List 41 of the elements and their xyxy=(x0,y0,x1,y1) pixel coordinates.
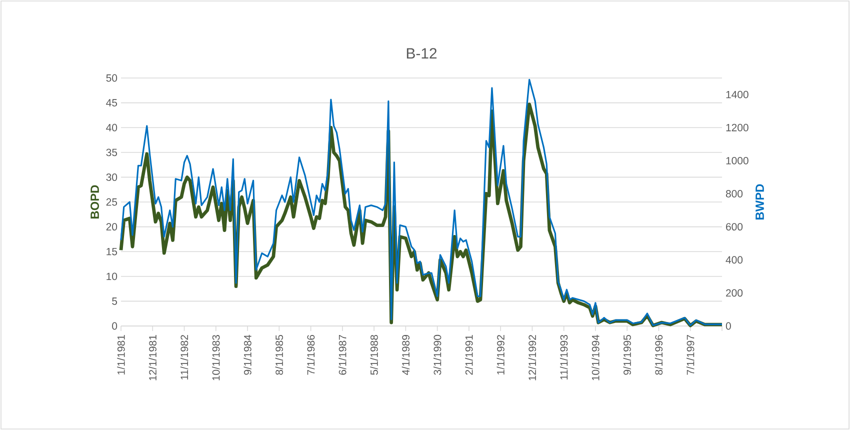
x-tick-label: 12/1/1992 xyxy=(528,335,536,380)
y-tick-label: 20 xyxy=(106,223,118,231)
y2-axis-title: BWPD xyxy=(756,184,764,220)
y-tick-label: 5 xyxy=(112,298,118,305)
x-tick-label: 11/1/1982 xyxy=(180,335,188,380)
x-tick-label: 1/1/1992 xyxy=(496,335,504,374)
y2-tick-label: 800 xyxy=(726,190,743,198)
x-tick-label: 3/1/1990 xyxy=(433,334,442,375)
x-tick-label: 1/1/1981 xyxy=(117,335,125,374)
x-tick-label: 9/1/1995 xyxy=(623,334,631,375)
y2-tick-label: 400 xyxy=(726,256,743,264)
x-tick-label: 5/1/1988 xyxy=(370,334,378,375)
x-tick-label: 10/1/1983 xyxy=(212,334,220,380)
x-tick-label: 8/1/1996 xyxy=(654,334,663,375)
y-tick-label: 35 xyxy=(106,148,118,156)
x-tick-label: 7/1/1997 xyxy=(686,335,694,375)
y-tick-label: 15 xyxy=(106,248,118,256)
y2-tick-label: 1000 xyxy=(726,156,748,164)
y-axis-title: BOPD xyxy=(90,185,99,218)
y2-tick-label: 1400 xyxy=(726,90,748,98)
y-tick-label: 0 xyxy=(112,322,118,330)
x-tick-label: 11/1/1993 xyxy=(560,334,568,380)
y2-tick-label: 1200 xyxy=(726,124,748,132)
y-tick-label: 30 xyxy=(106,174,118,181)
y-tick-label: 45 xyxy=(106,99,118,106)
x-tick-label: 10/1/1994 xyxy=(592,334,600,380)
x-tick-label: 7/1/1986 xyxy=(306,334,315,375)
y2-tick-label: 0 xyxy=(726,322,731,330)
x-tick-label: 8/1/1985 xyxy=(275,334,284,375)
chart-title: B-12 xyxy=(406,48,437,59)
y2-tick-label: 600 xyxy=(726,223,743,231)
y-tick-label: 10 xyxy=(106,272,118,280)
x-tick-label: 6/1/1987 xyxy=(338,335,346,375)
y-tick-label: 50 xyxy=(106,74,118,82)
y-tick-label: 40 xyxy=(106,124,118,132)
y2-tick-label: 200 xyxy=(726,289,743,297)
x-tick-label: 12/1/1981 xyxy=(148,335,156,380)
x-tick-label: 9/1/1984 xyxy=(244,334,252,375)
x-tick-label: 2/1/1991 xyxy=(465,335,473,375)
y-tick-label: 25 xyxy=(106,198,118,206)
x-tick-label: 4/1/1989 xyxy=(402,335,410,376)
